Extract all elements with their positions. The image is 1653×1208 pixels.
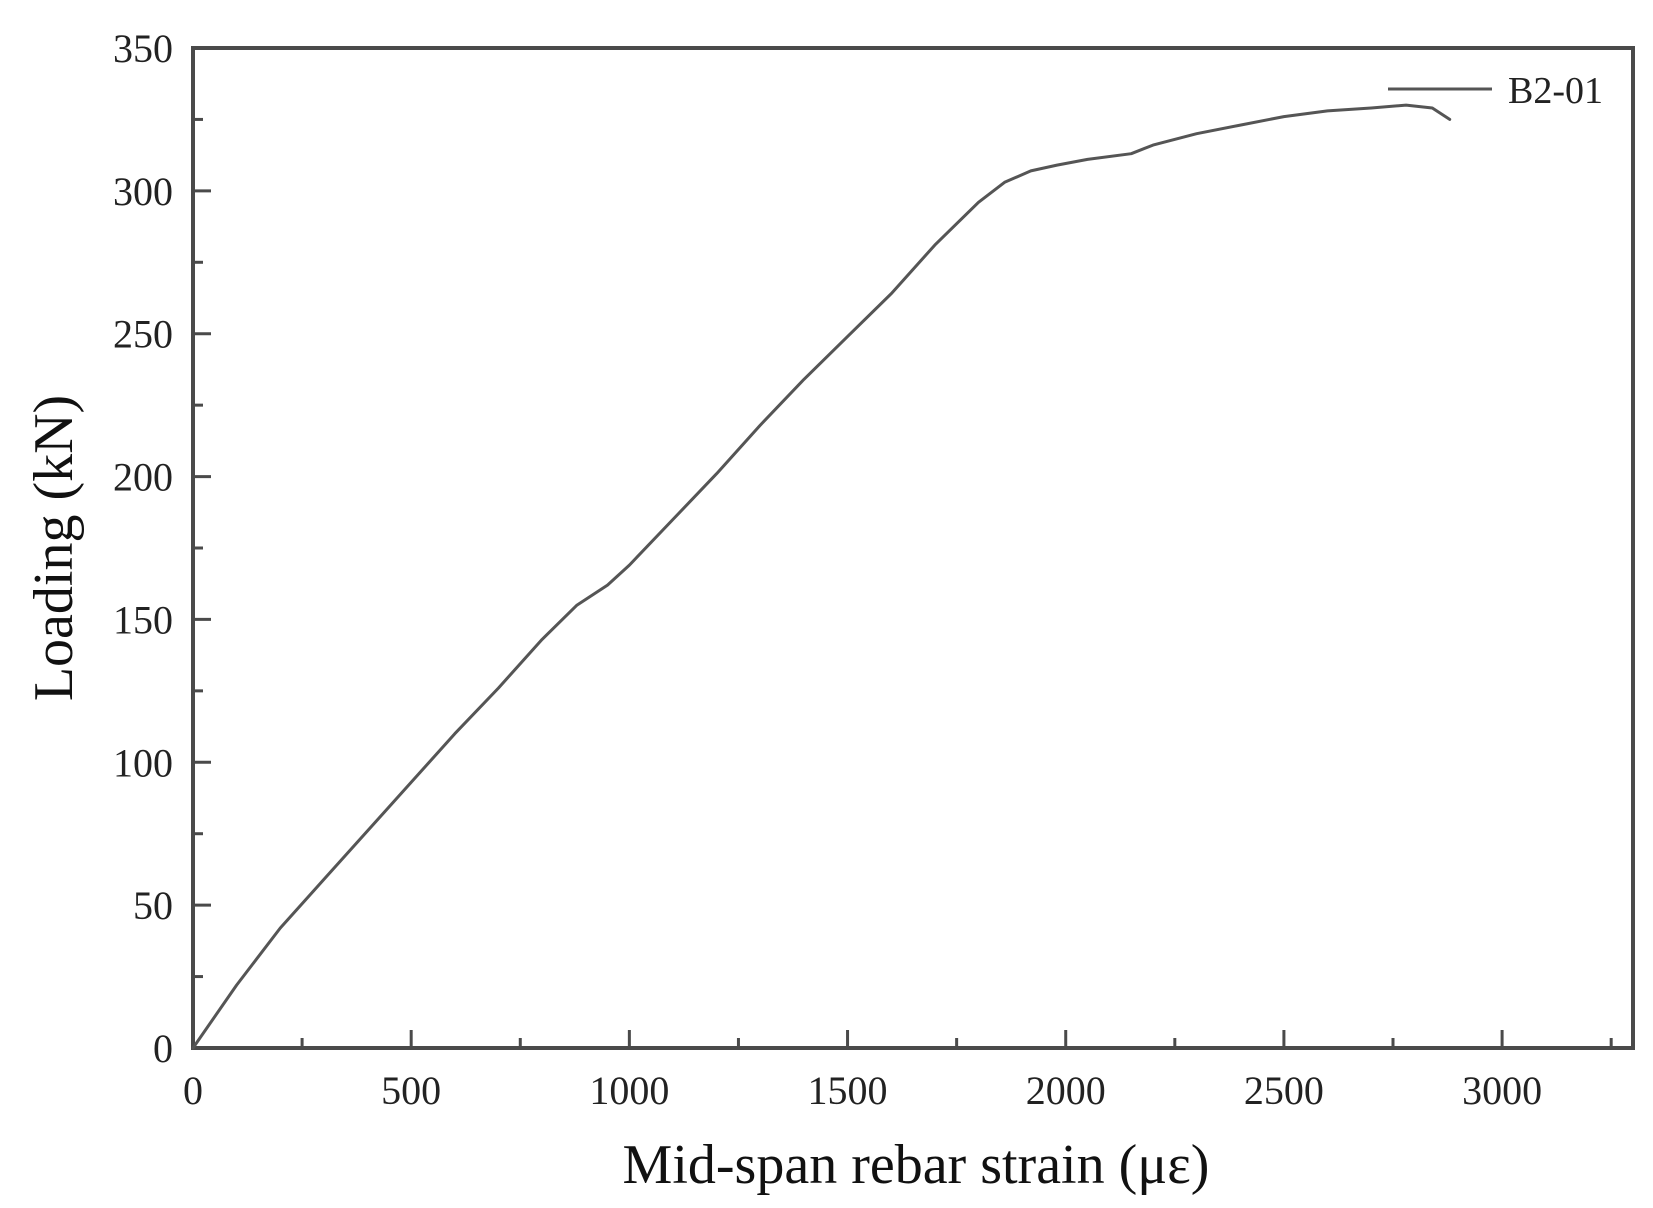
- y-tick-label: 350: [113, 26, 173, 71]
- x-tick-label: 2000: [1026, 1068, 1106, 1113]
- y-tick-label: 250: [113, 312, 173, 357]
- y-axis-ticks: 0 50 100 150 200 250 300 350: [113, 26, 211, 1071]
- plot-frame: [191, 46, 1635, 1050]
- x-tick-label: 500: [381, 1068, 441, 1113]
- series-layer: [191, 103, 1452, 1050]
- series-line-0: [191, 103, 1452, 1050]
- y-axis-title: Loading (kN): [23, 395, 85, 701]
- x-tick-label: 3000: [1462, 1068, 1542, 1113]
- y-tick-label: 150: [113, 597, 173, 642]
- y-tick-label: 100: [113, 740, 173, 785]
- legend: B2-01: [1388, 70, 1603, 112]
- y-tick-label: 50: [133, 883, 173, 928]
- y-tick-label: 0: [153, 1026, 173, 1071]
- x-axis-ticks: 0 500 1000 1500 2000 2500 3000: [183, 1030, 1613, 1113]
- x-axis-title: Mid-span rebar strain (με): [623, 1134, 1210, 1196]
- x-tick-label: 1500: [808, 1068, 888, 1113]
- y-tick-label: 300: [113, 169, 173, 214]
- x-tick-label: 0: [183, 1068, 203, 1113]
- y-tick-label: 200: [113, 455, 173, 500]
- x-tick-label: 1000: [589, 1068, 669, 1113]
- legend-label-b2-01: B2-01: [1508, 70, 1603, 112]
- x-tick-label: 2500: [1244, 1068, 1324, 1113]
